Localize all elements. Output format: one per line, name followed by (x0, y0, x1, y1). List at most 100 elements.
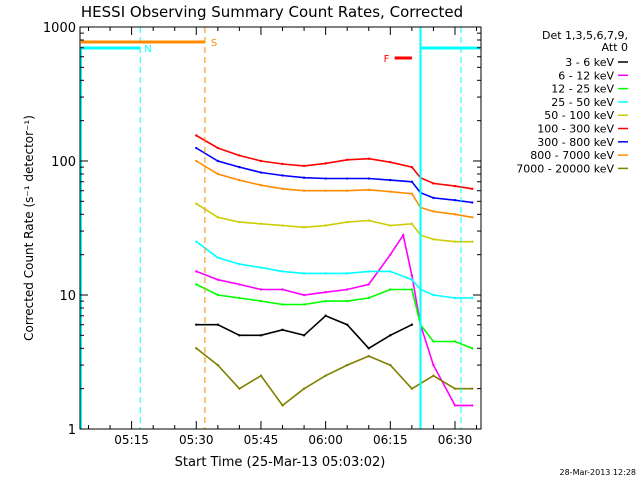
x-tick-label: 06:15 (373, 433, 408, 447)
data-point (389, 363, 392, 367)
y-axis-label: Corrected Count Rate (s⁻¹ detector⁻¹) (22, 115, 36, 341)
series-line-0 (196, 314, 413, 350)
data-point (453, 404, 457, 407)
timestamp: 28-Mar-2013 12:28 (560, 468, 637, 477)
data-point (471, 187, 474, 191)
data-point (471, 387, 474, 390)
data-point (432, 238, 435, 241)
data-point (324, 314, 327, 317)
data-point (410, 278, 414, 281)
data-point (302, 293, 306, 297)
data-point (302, 334, 306, 337)
data-point (345, 177, 349, 180)
data-point (453, 213, 457, 216)
data-point (216, 216, 220, 219)
data-point (410, 222, 414, 225)
data-point (195, 323, 198, 326)
data-point (281, 270, 284, 273)
data-point (432, 363, 435, 367)
data-point (389, 253, 392, 256)
data-point (259, 159, 263, 163)
data-point (410, 387, 414, 390)
data-point (389, 334, 392, 337)
data-point (432, 293, 435, 297)
data-point (302, 303, 306, 306)
data-point (389, 190, 392, 193)
series-line-4 (195, 203, 473, 243)
data-point (281, 174, 284, 177)
x-axis-label: Start Time (25-Mar-13 05:03:02) (175, 455, 386, 470)
series-line-1 (196, 233, 473, 407)
data-point (389, 160, 392, 164)
x-tick-label: 05:45 (244, 433, 279, 447)
legend-label: 7000 - 20000 keV (516, 162, 614, 175)
series-line-3 (195, 241, 473, 299)
data-traces (195, 134, 474, 407)
data-point (195, 202, 198, 205)
data-point (453, 296, 457, 300)
data-point (238, 220, 241, 224)
data-point (216, 172, 220, 176)
x-axis-ticks: 05:15 05:30 05:45 06:00 06:15 06:30 (87, 27, 478, 447)
data-point (432, 210, 435, 213)
data-point (345, 288, 349, 291)
night-flag-label: N (144, 44, 151, 55)
data-point (324, 224, 327, 227)
data-point (195, 134, 198, 137)
data-point (216, 278, 220, 281)
data-point (367, 219, 370, 222)
data-point (259, 288, 263, 291)
plot-frame (79, 26, 482, 430)
series-line-8 (195, 347, 473, 407)
data-point (195, 283, 198, 286)
data-point (345, 220, 349, 224)
data-point (259, 334, 263, 337)
y-tick-label: 100 (51, 155, 76, 170)
data-point (259, 266, 263, 269)
data-point (432, 340, 435, 343)
data-point (195, 270, 198, 273)
data-point (345, 299, 349, 303)
plot-area: N S F 05:15 05:30 05:45 06:00 06:15 06:30 1 10 10… (43, 21, 482, 447)
legend-label: 50 - 100 keV (544, 109, 614, 122)
data-point (367, 270, 370, 273)
saa-flag-label: S (211, 38, 217, 49)
data-point (324, 162, 327, 165)
data-point (367, 296, 370, 300)
data-point (471, 201, 474, 204)
series-line-5 (195, 134, 473, 190)
x-tick-label: 06:30 (438, 433, 473, 447)
data-point (410, 323, 414, 326)
data-point (216, 146, 220, 150)
data-point (453, 240, 457, 243)
data-point (453, 387, 457, 390)
legend-label: 3 - 6 keV (565, 56, 614, 69)
data-point (367, 157, 370, 160)
data-point (471, 240, 474, 243)
data-point (259, 222, 263, 225)
data-point (453, 340, 457, 343)
data-point (238, 262, 241, 266)
data-point (345, 158, 349, 162)
legend-label: 100 - 300 keV (537, 123, 614, 136)
data-point (471, 296, 474, 300)
data-point (259, 374, 263, 377)
data-point (471, 404, 474, 407)
legend-title-line-2: Att 0 (602, 41, 628, 54)
data-point (410, 192, 414, 195)
data-point (259, 171, 263, 174)
y-tick-label: 1 (68, 423, 76, 438)
series-line-6 (195, 147, 473, 204)
y-tick-label: 1000 (43, 21, 76, 36)
legend-label: 300 - 800 keV (537, 136, 614, 149)
data-point (432, 374, 435, 377)
data-point (345, 323, 349, 326)
data-point (259, 183, 263, 187)
data-point (367, 347, 370, 350)
legend-label: 800 - 7000 keV (530, 149, 614, 162)
data-point (195, 240, 198, 243)
data-point (453, 184, 457, 188)
data-point (302, 176, 306, 179)
